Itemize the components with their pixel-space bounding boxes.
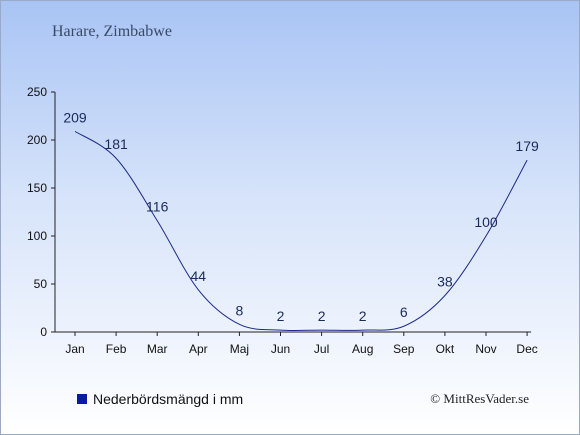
x-tick-label: Nov bbox=[475, 342, 496, 356]
x-tick-label: Mar bbox=[147, 342, 168, 356]
data-label-mar: 116 bbox=[146, 199, 169, 215]
x-tick-label: Dec bbox=[516, 342, 537, 356]
data-label-sep: 6 bbox=[400, 304, 408, 320]
y-tick-label: 250 bbox=[27, 85, 47, 99]
x-tick-label: Maj bbox=[230, 342, 249, 356]
legend: Nederbördsmängd i mm bbox=[77, 391, 243, 407]
y-tick-label: 50 bbox=[34, 277, 48, 291]
precipitation-line bbox=[74, 130, 528, 332]
y-axis-ticks: 0 50 100 150 200 250 bbox=[27, 85, 55, 339]
data-label-jun: 2 bbox=[277, 308, 285, 324]
data-label-nov: 100 bbox=[474, 214, 498, 230]
data-label-jan: 209 bbox=[63, 109, 87, 125]
y-tick-label: 200 bbox=[27, 133, 47, 147]
chart-axes bbox=[54, 92, 532, 333]
data-label-jul: 2 bbox=[318, 308, 326, 324]
credit-text: © MittResVader.se bbox=[430, 391, 529, 406]
legend-swatch bbox=[77, 394, 87, 404]
y-tick-label: 100 bbox=[27, 229, 47, 243]
data-label-aug: 2 bbox=[359, 308, 367, 324]
data-label-apr: 44 bbox=[191, 268, 207, 284]
x-tick-label: Jul bbox=[314, 342, 329, 356]
x-tick-label: Aug bbox=[352, 342, 373, 356]
x-axis-ticks: Jan Feb Mar Apr Maj Jun Jul Aug Sep Okt Nov Dec bbox=[65, 332, 538, 356]
x-tick-label: Sep bbox=[393, 342, 415, 356]
data-label-maj: 8 bbox=[236, 302, 244, 318]
data-label-okt: 38 bbox=[437, 274, 453, 290]
x-tick-label: Jan bbox=[65, 342, 84, 356]
y-tick-label: 150 bbox=[27, 181, 47, 195]
chart-location-title: Harare, Zimbabwe bbox=[52, 23, 172, 40]
x-tick-label: Jun bbox=[271, 342, 290, 356]
legend-label: Nederbördsmängd i mm bbox=[93, 391, 244, 407]
x-tick-label: Feb bbox=[106, 342, 127, 356]
y-tick-label: 0 bbox=[40, 325, 47, 339]
data-label-dec: 179 bbox=[515, 138, 539, 154]
data-label-feb: 181 bbox=[104, 136, 128, 152]
data-labels: 209 181 116 44 8 2 2 2 6 38 100 179 bbox=[63, 109, 539, 324]
x-tick-label: Okt bbox=[436, 342, 455, 356]
x-tick-label: Apr bbox=[189, 342, 208, 356]
